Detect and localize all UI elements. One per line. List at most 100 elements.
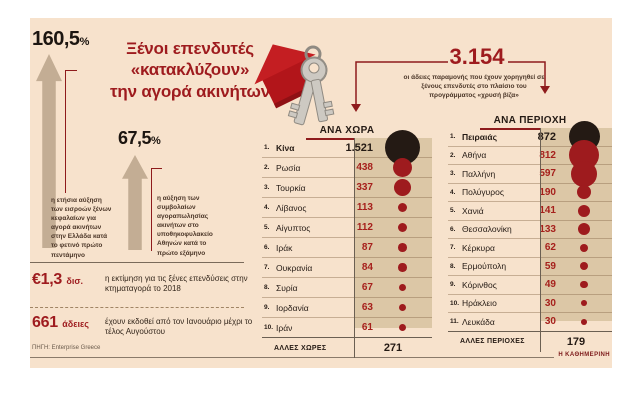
- table-row: 10. Ηράκλειο 30: [448, 295, 612, 313]
- row-circle: [556, 262, 612, 271]
- row-rank: 1.: [450, 133, 456, 141]
- table-row: 8. Συρία 67: [262, 278, 432, 298]
- proportional-circle-icon: [577, 223, 591, 236]
- growth-arrow-up-icon: [122, 155, 148, 250]
- row-value: 141: [539, 205, 556, 217]
- row-value: 812: [539, 149, 556, 161]
- row-rank: 9.: [264, 304, 270, 311]
- row-circle: [373, 303, 432, 312]
- table-per-region: ΑΝΑ ΠΕΡΙΟΧΗ 1. Πειραιάς 872 2. Αθήνα 812 3. Παλ…: [448, 115, 612, 352]
- bracket-line: [151, 168, 162, 251]
- table-rows: 1. Πειραιάς 872 2. Αθήνα 812 3. Παλλήνη 597 4. Πολ…: [448, 121, 612, 331]
- kpi-investment-caption: η εκτίμηση για τις ξένες επενδύσεις στην…: [105, 274, 248, 294]
- row-circle: [556, 160, 612, 187]
- proportional-circle-icon: [398, 303, 407, 312]
- row-value: 87: [361, 242, 373, 253]
- row-label: Ηράκλειο: [462, 298, 497, 309]
- table-footer-row: ΑΛΛΕΣ ΧΩΡΕΣ 271: [262, 337, 432, 358]
- row-value: 49: [544, 279, 556, 291]
- row-label: Τουρκία: [276, 182, 306, 193]
- row-circle: [556, 243, 612, 252]
- kpi-licenses-value: 661 άδειες: [32, 314, 89, 331]
- row-label: Πειραιάς: [462, 131, 498, 142]
- row-value: 84: [361, 262, 373, 273]
- table-row: 5. Αίγυπτος 112: [262, 218, 432, 238]
- row-rank: 11.: [450, 318, 459, 326]
- proportional-circle-icon: [579, 262, 589, 271]
- row-value: 872: [537, 130, 556, 143]
- table-row: 2. Ρωσία 438: [262, 157, 432, 178]
- row-rank: 1.: [264, 144, 270, 151]
- row-value: 337: [356, 182, 373, 193]
- row-rank: 5.: [450, 207, 456, 215]
- table-row: 5. Χανιά 141: [448, 202, 612, 221]
- row-rank: 6.: [450, 225, 456, 233]
- row-label: Ιράν: [276, 322, 293, 333]
- row-circle: [556, 204, 612, 217]
- row-rank: 4.: [450, 188, 456, 196]
- row-circle: [373, 222, 432, 233]
- row-label: Συρία: [276, 282, 298, 293]
- row-circle: [373, 263, 432, 272]
- footer-label: ΑΛΛΕΣ ΠΕΡΙΟΧΕΣ: [460, 338, 525, 345]
- divider-line: [30, 262, 244, 263]
- percent-sign: %: [151, 135, 161, 147]
- row-rank: 2.: [450, 151, 456, 159]
- stat-2-value: 67,5%: [118, 128, 161, 148]
- proportional-circle-icon: [581, 300, 587, 307]
- row-value: 1.521: [345, 141, 373, 154]
- percent-sign: %: [79, 36, 90, 48]
- table-rows: 1. Κίνα 1.521 2. Ρωσία 438 3. Τουρκία 337 4. Λίβαν…: [262, 129, 432, 337]
- table-row: 4. Πολύγυρος 190: [448, 184, 612, 202]
- row-circle: [556, 185, 612, 200]
- row-label: Ιορδανία: [276, 302, 309, 313]
- row-rank: 7.: [450, 244, 456, 252]
- row-rank: 10.: [450, 299, 460, 307]
- row-value: 597: [539, 168, 556, 180]
- row-circle: [556, 318, 612, 325]
- row-label: Αίγυπτος: [276, 222, 311, 233]
- proportional-circle-icon: [398, 263, 407, 272]
- row-label: Λευκάδα: [462, 316, 495, 327]
- table-row: 3. Τουρκία 337: [262, 178, 432, 198]
- table-row: 3. Παλλήνη 597: [448, 160, 612, 187]
- row-label: Λίβανος: [276, 202, 307, 213]
- row-rank: 8.: [450, 262, 456, 270]
- proportional-circle-icon: [580, 281, 588, 289]
- row-rank: 7.: [264, 264, 270, 271]
- footer-value: 271: [383, 342, 403, 354]
- row-label: Κέρκυρα: [462, 242, 495, 253]
- table-row: 8. Ερμούπολη 59: [448, 258, 612, 276]
- row-value: 67: [361, 282, 373, 293]
- row-value: 63: [361, 302, 373, 313]
- row-circle: [373, 243, 432, 252]
- row-rank: 6.: [264, 244, 270, 251]
- proportional-circle-icon: [576, 185, 592, 200]
- table-per-country: ΑΝΑ ΧΩΡΑ 1. Κίνα 1.521 2. Ρωσία 438 3. Τουρκία 3…: [262, 125, 432, 358]
- table-row: 1. Κίνα 1.521: [262, 129, 432, 166]
- row-rank: 10.: [264, 324, 274, 331]
- table-row: 9. Ιορδανία 63: [262, 298, 432, 318]
- row-value: 30: [544, 297, 556, 309]
- proportional-circle-icon: [394, 179, 411, 196]
- row-label: Ουκρανία: [276, 262, 313, 273]
- row-rank: 3.: [264, 184, 270, 191]
- row-value: 190: [539, 186, 556, 198]
- proportional-circle-icon: [398, 323, 407, 332]
- row-rank: 4.: [264, 204, 270, 211]
- row-value: 133: [539, 223, 556, 235]
- row-value: 30: [544, 316, 556, 328]
- table-row: 9. Κόρινθος 49: [448, 276, 612, 295]
- proportional-circle-icon: [571, 160, 597, 187]
- row-circle: [373, 157, 432, 178]
- row-circle: [373, 179, 432, 196]
- row-label: Χανιά: [462, 205, 484, 216]
- footer-value: 179: [566, 335, 586, 348]
- table-row: 11. Λευκάδα 30: [448, 313, 612, 331]
- row-label: Ρωσία: [276, 162, 301, 173]
- proportional-circle-icon: [392, 157, 413, 178]
- row-circle: [556, 300, 612, 307]
- source-credit: ΠΗΓΗ: Enterprise Greece: [32, 345, 101, 351]
- permits-caption: οι άδειες παραμονής που έχουν χορηγηθεί …: [403, 74, 545, 99]
- stat-2-caption: η αύξηση των συμβολαίων αγοραπωλησίας ακ…: [157, 195, 213, 257]
